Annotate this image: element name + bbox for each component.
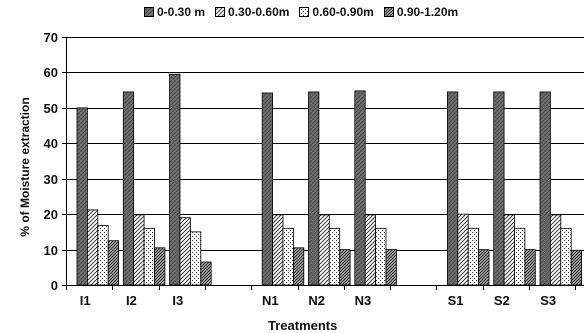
bar-s1-series-4 <box>478 249 490 286</box>
legend-item-series-1: 0-0.30 m <box>144 5 205 19</box>
bar-i1-series-4 <box>107 240 119 286</box>
x-tick-label-s1: S1 <box>448 293 464 308</box>
bar-s3-series-1 <box>539 91 551 286</box>
bar-i1-series-1 <box>76 107 88 286</box>
y-tick-label: 70 <box>44 30 58 45</box>
legend-swatch-dense-hatch-icon <box>383 7 394 17</box>
y-axis-label: % of Moisture extraction <box>18 97 32 237</box>
legend-label-series-4: 0.90-1.20m <box>396 5 459 19</box>
bar-n3-series-4 <box>385 249 397 286</box>
bar-n1-series-4 <box>292 247 305 286</box>
x-tick-label-s2: S2 <box>494 293 510 308</box>
x-axis-label: Treatments <box>268 318 338 333</box>
bar-n2-series-2 <box>318 214 330 286</box>
y-tick-label: 30 <box>44 172 58 187</box>
x-tick-label-i1: I1 <box>80 293 91 308</box>
bar-i2-series-3 <box>143 227 155 286</box>
bar-s2-series-4 <box>524 249 536 286</box>
x-tick-label-s3: S3 <box>540 293 556 308</box>
bar-n1-series-3 <box>282 227 294 286</box>
bar-i2-series-4 <box>154 247 166 286</box>
y-tick-label: 0 <box>51 278 58 293</box>
x-tick-label-i3: I3 <box>172 293 183 308</box>
bar-i1-series-3 <box>97 225 109 286</box>
legend-item-series-2: 0.30-0.60m <box>215 5 289 19</box>
x-tick-label-n1: N1 <box>262 293 279 308</box>
bars <box>76 73 583 286</box>
bar-s1-series-2 <box>457 213 469 286</box>
bar-s2-series-3 <box>514 227 526 286</box>
bar-n3-series-1 <box>354 90 366 286</box>
bar-s2-series-1 <box>493 91 505 286</box>
bar-n3-series-2 <box>364 214 377 286</box>
legend-swatch-dark-icon <box>144 7 154 17</box>
bar-i3-series-2 <box>179 217 191 286</box>
y-tick-label: 40 <box>44 136 58 151</box>
bar-i2-series-1 <box>122 91 135 286</box>
axes: 0 10 20 30 40 50 60 70 I1 I2 I3 N1 N2 N3 S1 S2 S3 <box>44 30 584 308</box>
bar-i2-series-2 <box>133 214 145 286</box>
bar-n1-series-1 <box>261 92 274 286</box>
chart-legend: 0-0.30 m 0.30-0.60m 0.60-0.90m 0.90-1.20… <box>144 4 458 20</box>
bar-i3-series-3 <box>189 231 202 286</box>
x-tick-label-n3: N3 <box>355 293 372 308</box>
y-tick-label: 20 <box>44 207 58 222</box>
bar-n2-series-1 <box>308 91 320 286</box>
y-tick-label: 60 <box>44 65 58 80</box>
legend-item-series-4: 0.90-1.20m <box>383 5 459 19</box>
bar-s2-series-2 <box>503 214 515 286</box>
bar-i3-series-4 <box>200 261 212 286</box>
bar-s1-series-3 <box>467 227 480 286</box>
legend-item-series-3: 0.60-0.90m <box>299 5 374 19</box>
legend-swatch-hatch-icon <box>215 7 226 17</box>
legend-label-series-2: 0.30-0.60m <box>228 5 290 19</box>
bar-n1-series-2 <box>272 214 284 286</box>
bar-n3-series-3 <box>375 227 387 286</box>
x-tick-label-n2: N2 <box>308 293 325 308</box>
legend-label-series-1: 0-0.30 m <box>157 5 206 19</box>
bar-s3-series-3 <box>560 227 572 286</box>
bar-n2-series-4 <box>339 249 351 286</box>
bar-i1-series-2 <box>87 209 99 286</box>
y-tick-label: 10 <box>44 243 58 258</box>
gridlines <box>66 37 584 251</box>
legend-label-series-3: 0.60-0.90m <box>312 5 374 19</box>
bar-s3-series-4 <box>570 249 583 286</box>
bar-i3-series-1 <box>169 73 181 286</box>
legend-swatch-dots-icon <box>299 7 310 17</box>
x-tick-label-i2: I2 <box>126 293 137 308</box>
bar-n2-series-3 <box>328 227 341 286</box>
bar-s3-series-2 <box>550 214 562 286</box>
bar-s1-series-1 <box>446 91 459 286</box>
y-tick-label: 50 <box>44 101 58 116</box>
